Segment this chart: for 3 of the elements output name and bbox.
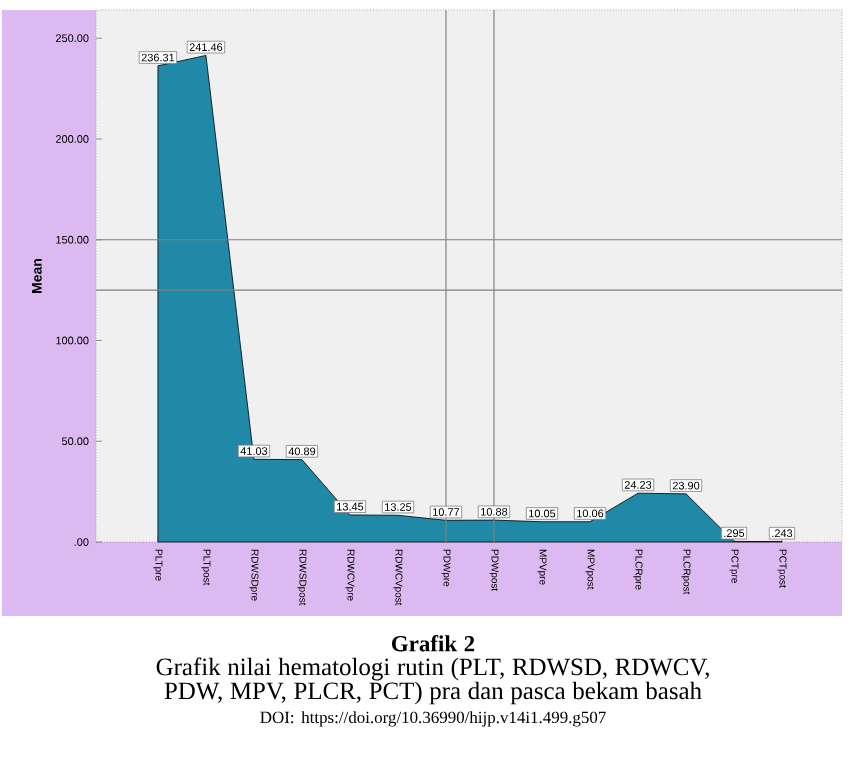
text: DOI: https://doi.org/10.36990/hijp.v14i1.499.g507 xyxy=(260,711,606,727)
text: Grafik 2 xyxy=(391,635,475,652)
text: Grafik nilai hematologi rutin (PLT, RDWSD, RDWCV, PDW, MPV, PLCR, PCT) pra dan pasca bekam basah xyxy=(156,657,709,705)
